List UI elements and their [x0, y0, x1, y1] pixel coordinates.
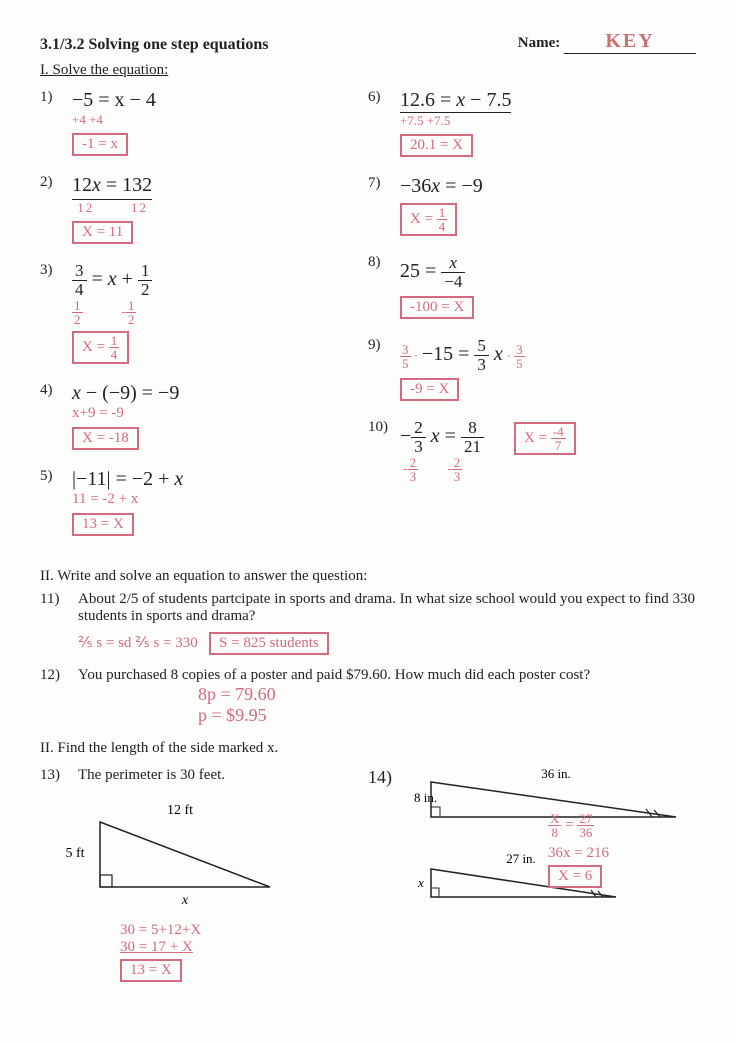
- problem-1: 1) −5 = x − 4 +4 +4 -1 = x: [40, 89, 368, 156]
- triangle-13: 12 ft 5 ft x: [40, 792, 300, 922]
- problem-14: 14) 36 in. 8 in. 27 in. x: [368, 767, 696, 982]
- work-3: 12 -12: [72, 299, 368, 326]
- q13-work: 30 = 5+12+X 30 = 17 + X 13 = X: [120, 922, 368, 982]
- problem-12: 12) You purchased 8 copies of a poster a…: [40, 667, 696, 726]
- svg-text:8 in.: 8 in.: [414, 790, 437, 805]
- right-column: 6) 12.6 = x − 7.5 +7.5 +7.5 20.1 = X 7) …: [368, 89, 696, 554]
- work-6: +7.5 +7.5: [400, 113, 696, 129]
- tri13-bot: x: [181, 893, 189, 908]
- left-column: 1) −5 = x − 4 +4 +4 -1 = x 2) 12x = 132 …: [40, 89, 368, 554]
- svg-text:27 in.: 27 in.: [506, 851, 536, 866]
- answer-5: 13 = X: [72, 513, 134, 536]
- answer-6: 20.1 = X: [400, 134, 473, 157]
- svg-text:36 in.: 36 in.: [541, 767, 571, 781]
- work-1: +4 +4: [72, 112, 368, 128]
- equation-9: 35 · −15 = 53 x · 35: [400, 337, 696, 374]
- svg-text:x: x: [417, 875, 424, 890]
- answer-9: -9 = X: [400, 378, 459, 401]
- equation-3: 34 = x + 12: [72, 262, 368, 299]
- problem-6: 6) 12.6 = x − 7.5 +7.5 +7.5 20.1 = X: [368, 89, 696, 157]
- equation-10: −23 x = 821: [400, 419, 484, 456]
- answer-2: X = 11: [72, 221, 133, 244]
- q12-text: You purchased 8 copies of a poster and p…: [78, 667, 696, 684]
- work-4: x+9 = -9: [72, 405, 368, 422]
- q11-text: About 2/5 of students partcipate in spor…: [78, 591, 696, 625]
- problems-grid: 1) −5 = x − 4 +4 +4 -1 = x 2) 12x = 132 …: [40, 89, 696, 554]
- q12-work: 8p = 79.60 p = $9.95: [198, 684, 696, 726]
- problem-4: 4) x − (−9) = −9 x+9 = -9 X = -18: [40, 382, 368, 450]
- equation-7: −36x = −9: [400, 175, 696, 198]
- q13-answer: 13 = X: [120, 959, 182, 982]
- worksheet-header: 3.1/3.2 Solving one step equations Name:…: [40, 30, 696, 54]
- problem-10: 10) −23 x = 821 -23 -23 X = -47: [368, 419, 696, 483]
- worksheet-title: 3.1/3.2 Solving one step equations: [40, 36, 268, 54]
- equation-5: |−11| = −2 + x: [72, 468, 368, 491]
- answer-3: X = 14: [72, 331, 129, 364]
- equation-6: 12.6 = x − 7.5: [400, 89, 511, 113]
- q11-answer: S = 825 students: [209, 632, 329, 655]
- name-value: KEY: [605, 30, 654, 52]
- work-10: -23 -23: [400, 456, 484, 483]
- name-field: Name: KEY: [518, 30, 696, 54]
- answer-10: X = -47: [514, 422, 576, 455]
- answer-4: X = -18: [72, 427, 139, 450]
- problem-11: 11) About 2/5 of students partcipate in …: [40, 591, 696, 655]
- section-1-label: I. Solve the equation:: [40, 62, 696, 79]
- problem-9: 9) 35 · −15 = 53 x · 35 -9 = X: [368, 337, 696, 402]
- triangles-row: 13) The perimeter is 30 feet. 12 ft 5 ft…: [40, 767, 696, 982]
- tri13-top: 12 ft: [167, 803, 193, 818]
- problem-13: 13) The perimeter is 30 feet. 12 ft 5 ft…: [40, 767, 368, 982]
- work-5: 11 = -2 + x: [72, 491, 368, 508]
- equation-1: −5 = x − 4: [72, 89, 368, 112]
- answer-1: -1 = x: [72, 133, 128, 156]
- section-3-label: II. Find the length of the side marked x…: [40, 740, 696, 757]
- problem-8: 8) 25 = x−4 -100 = X: [368, 254, 696, 319]
- q14-answer: X = 6: [548, 865, 602, 888]
- problem-7: 7) −36x = −9 X = 14: [368, 175, 696, 236]
- q11-work: ⅖ s = sd ⅖ s = 330 S = 825 students: [78, 629, 696, 655]
- problem-3: 3) 34 = x + 12 12 -12 X = 14: [40, 262, 368, 364]
- equation-4: x − (−9) = −9: [72, 382, 368, 405]
- problem-2: 2) 12x = 132 12 12 X = 11: [40, 174, 368, 244]
- equation-8: 25 = x−4: [400, 254, 696, 291]
- equation-2: 12x = 132: [72, 174, 152, 200]
- section-2-label: II. Write and solve an equation to answe…: [40, 568, 696, 585]
- answer-8: -100 = X: [400, 296, 474, 319]
- answer-7: X = 14: [400, 203, 457, 236]
- problem-5: 5) |−11| = −2 + x 11 = -2 + x 13 = X: [40, 468, 368, 536]
- tri13-left: 5 ft: [65, 846, 84, 861]
- work-2: 12 12: [72, 200, 368, 216]
